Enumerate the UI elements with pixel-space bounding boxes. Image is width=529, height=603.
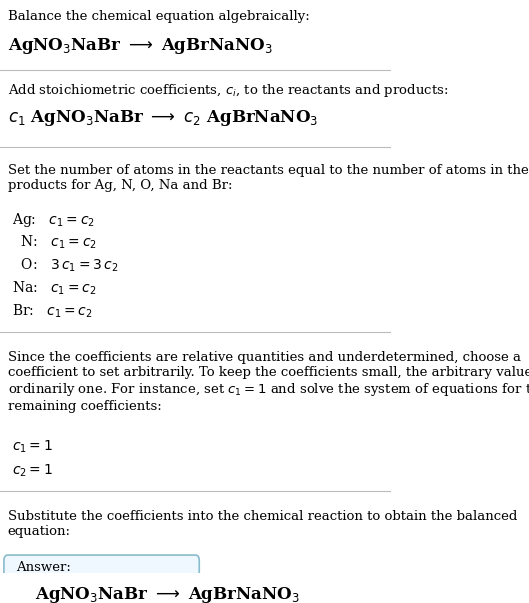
Text: Set the number of atoms in the reactants equal to the number of atoms in the
pro: Set the number of atoms in the reactants… [8,164,528,192]
Text: Br:   $c_1 = c_2$: Br: $c_1 = c_2$ [12,303,93,320]
Text: $c_1 = 1$: $c_1 = 1$ [12,439,52,455]
Text: $c_1$ AgNO$_3$NaBr $\longrightarrow$ $c_2$ AgBrNaNO$_3$: $c_1$ AgNO$_3$NaBr $\longrightarrow$ $c_… [8,108,318,128]
Text: N:   $c_1 = c_2$: N: $c_1 = c_2$ [12,234,97,251]
Text: Answer:: Answer: [16,561,70,574]
Text: Na:   $c_1 = c_2$: Na: $c_1 = c_2$ [12,280,96,297]
Text: Substitute the coefficients into the chemical reaction to obtain the balanced
eq: Substitute the coefficients into the che… [8,510,517,538]
Text: Ag:   $c_1 = c_2$: Ag: $c_1 = c_2$ [12,211,95,229]
FancyBboxPatch shape [4,555,199,603]
Text: O:   $3\,c_1 = 3\,c_2$: O: $3\,c_1 = 3\,c_2$ [12,257,118,274]
Text: $c_2 = 1$: $c_2 = 1$ [12,463,52,479]
Text: AgNO$_3$NaBr $\longrightarrow$ AgBrNaNO$_3$: AgNO$_3$NaBr $\longrightarrow$ AgBrNaNO$… [8,36,272,55]
Text: Add stoichiometric coefficients, $c_i$, to the reactants and products:: Add stoichiometric coefficients, $c_i$, … [8,83,448,99]
Text: AgNO$_3$NaBr $\longrightarrow$ AgBrNaNO$_3$: AgNO$_3$NaBr $\longrightarrow$ AgBrNaNO$… [35,586,300,603]
Text: Balance the chemical equation algebraically:: Balance the chemical equation algebraica… [8,10,309,24]
Text: Since the coefficients are relative quantities and underdetermined, choose a
coe: Since the coefficients are relative quan… [8,350,529,413]
